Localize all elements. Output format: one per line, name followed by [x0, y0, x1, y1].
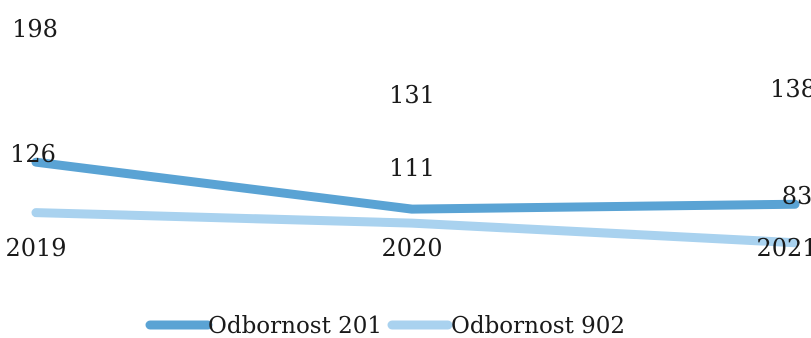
- legend-label: Odbornost 902: [451, 313, 625, 338]
- data-label: 83: [782, 182, 811, 210]
- data-labels: 198 131 138 126 111 83: [10, 15, 811, 210]
- data-label: 131: [389, 81, 435, 109]
- x-tick-label: 2021: [756, 234, 811, 262]
- legend: Odbornost 201 Odbornost 902: [145, 313, 625, 338]
- x-tick-label: 2019: [5, 234, 66, 262]
- data-label: 138: [770, 75, 811, 103]
- series-line-2: [31, 208, 800, 248]
- data-label: 126: [10, 140, 56, 168]
- series-line-1: [31, 157, 800, 214]
- data-label: 198: [12, 15, 58, 43]
- series-lines: [31, 157, 800, 248]
- x-tick-label: 2020: [381, 234, 442, 262]
- data-label: 111: [389, 154, 435, 182]
- x-axis-tick-labels: 2019 2020 2021: [5, 234, 811, 262]
- legend-label: Odbornost 201: [208, 313, 382, 338]
